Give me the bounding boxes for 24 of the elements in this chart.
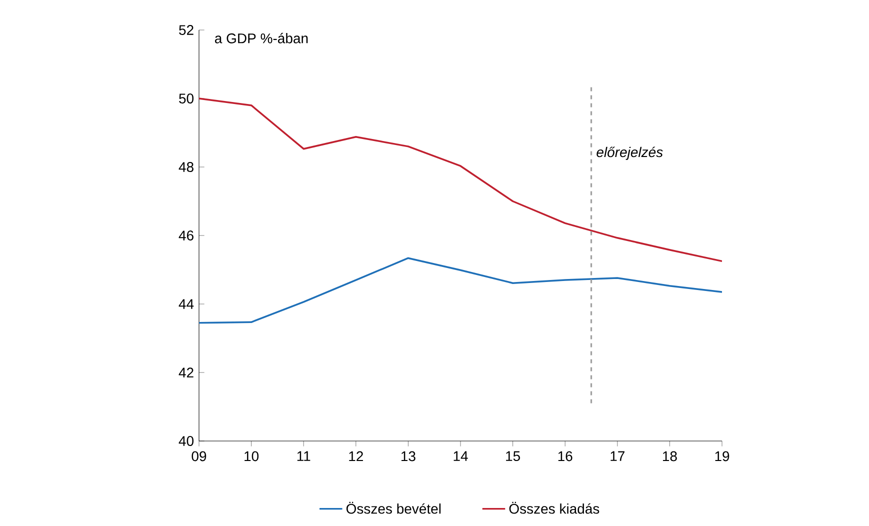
x-tick-label: 09 [192,451,206,462]
y-tick-label: 48 [178,162,194,172]
line-series [199,257,722,324]
ref-line-label: előrejelzés [596,146,663,160]
y-axis-title: a GDP %-ában [214,32,308,44]
y-tick-label: 52 [179,25,194,35]
x-tick-label: 12 [349,451,363,462]
x-tick-label: 10 [244,451,259,462]
y-tick-label: 44 [178,299,194,309]
y-tick-label: 46 [178,230,194,240]
x-tick-label: 11 [297,451,310,461]
x-tick-label: 13 [401,451,416,462]
x-tick-label: 16 [558,451,572,462]
x-tick-label: 17 [610,451,624,461]
line-series [199,98,722,262]
y-tick-label: 50 [179,94,194,104]
x-tick-label: 15 [506,451,520,462]
legend-label: Összes kiadás [509,502,600,514]
x-tick-label: 14 [454,451,468,461]
x-tick-label: 18 [662,451,677,462]
y-tick-label: 40 [178,436,194,446]
legend-label: Összes bevétel [346,502,441,514]
y-tick-label: 42 [178,368,194,378]
x-tick-label: 19 [715,451,730,462]
